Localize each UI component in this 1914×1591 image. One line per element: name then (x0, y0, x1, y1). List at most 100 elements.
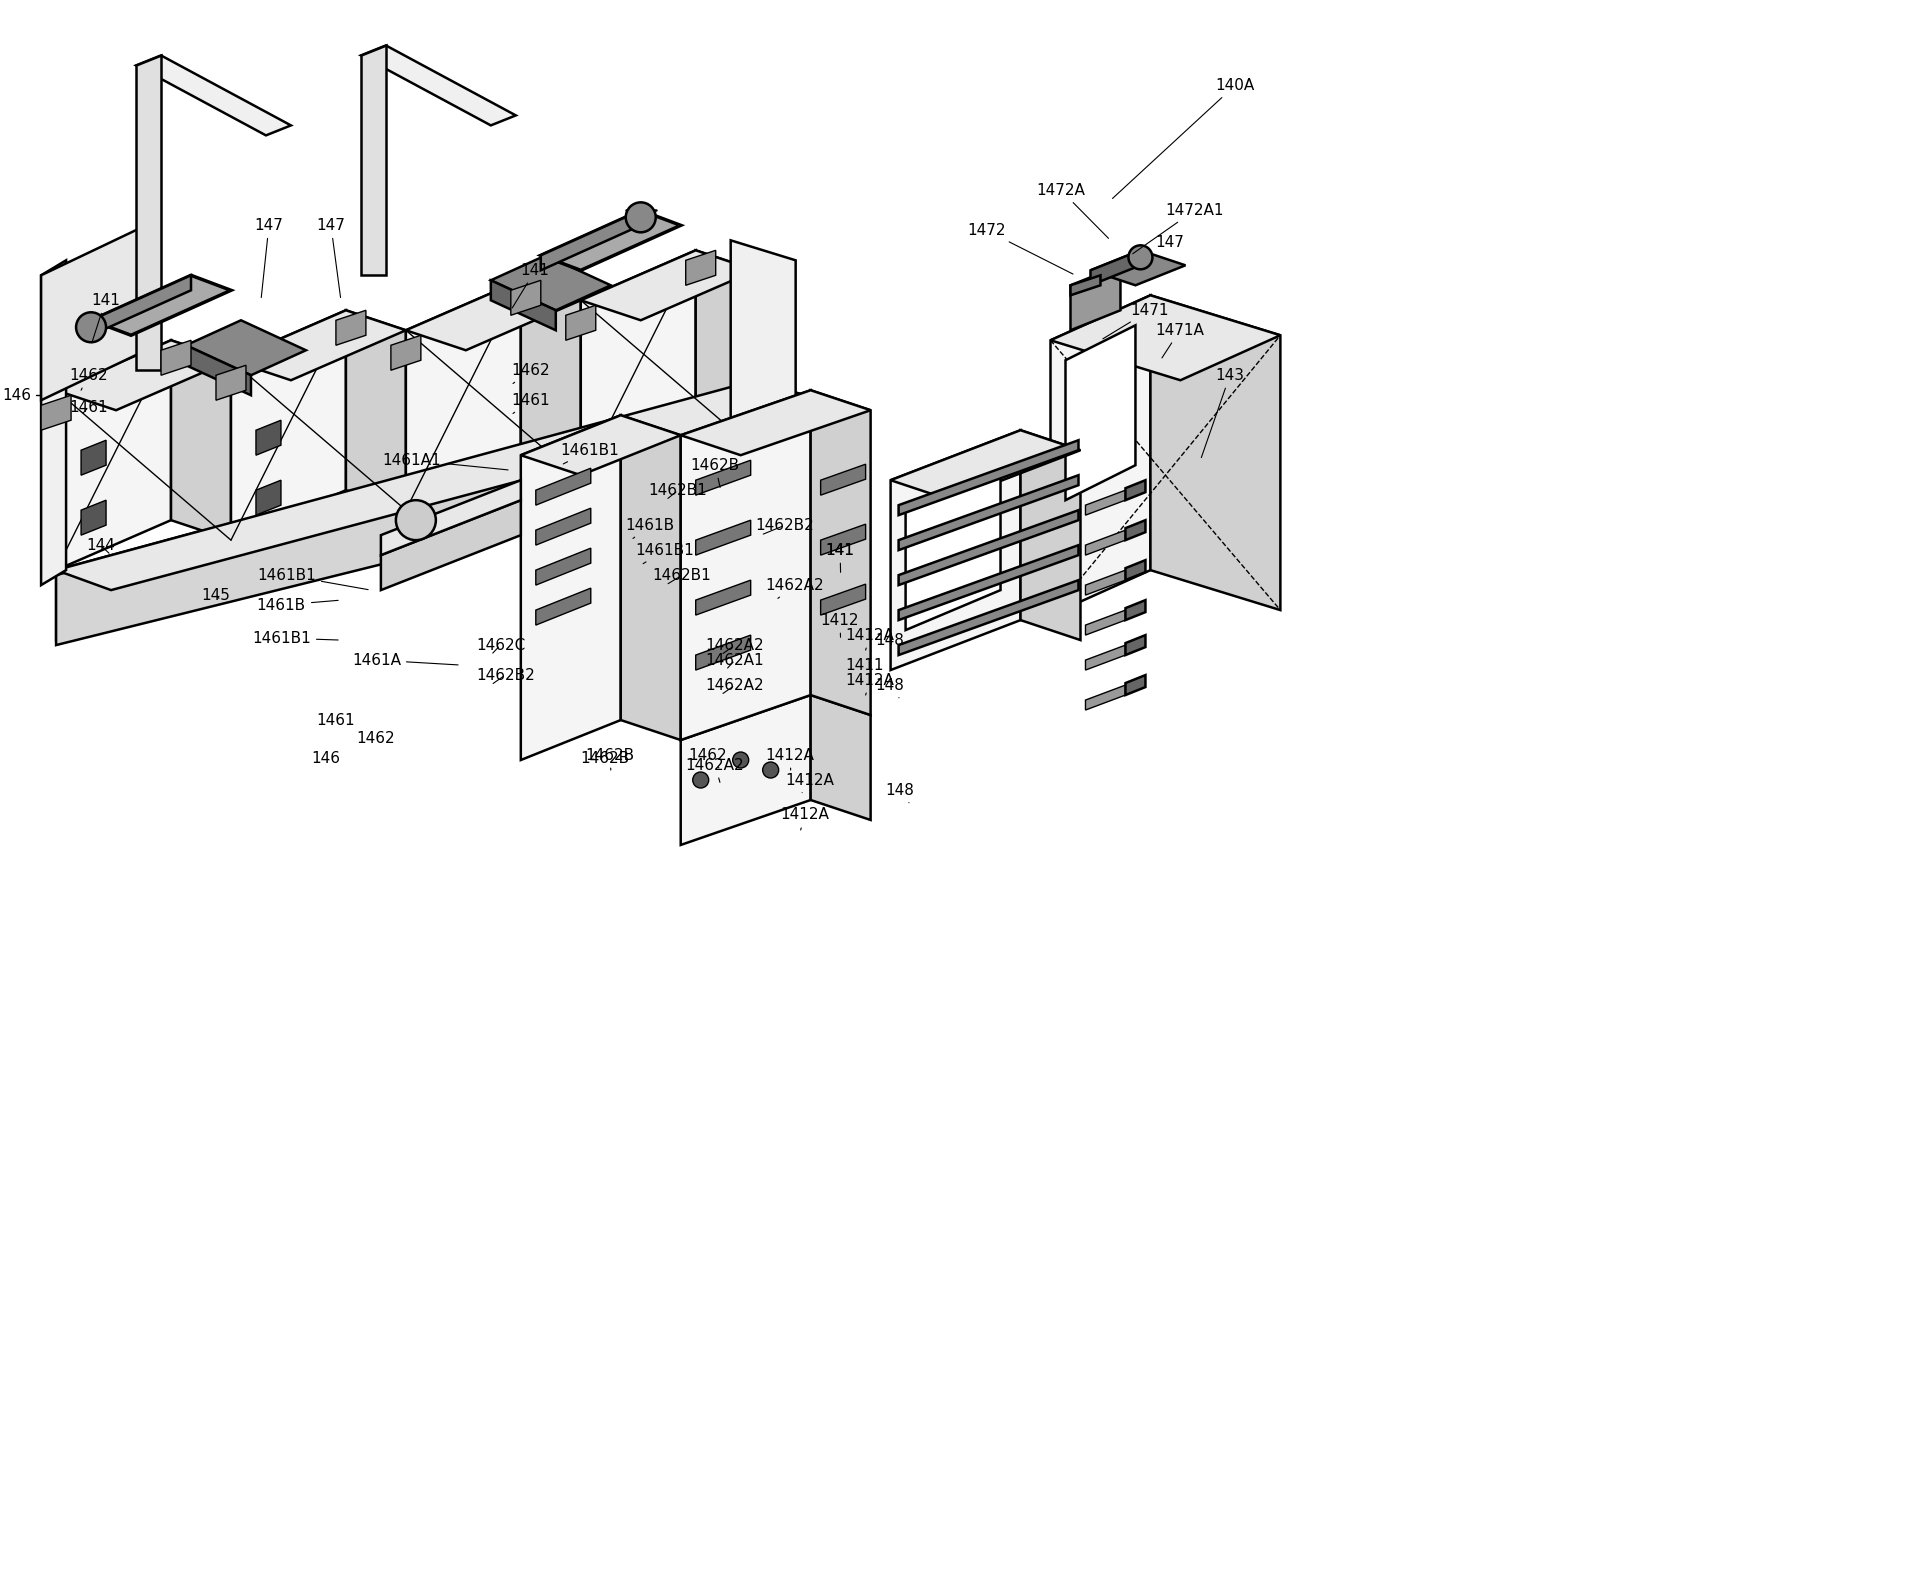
Text: 1472A1: 1472A1 (1133, 202, 1223, 253)
Polygon shape (681, 695, 812, 845)
Polygon shape (821, 523, 865, 555)
Polygon shape (337, 310, 366, 345)
Text: 1412A: 1412A (781, 808, 829, 831)
Text: 1461B1: 1461B1 (635, 543, 695, 563)
Polygon shape (1070, 266, 1120, 331)
Text: 1412A: 1412A (785, 773, 835, 792)
Polygon shape (536, 508, 591, 546)
Polygon shape (1051, 296, 1150, 616)
Polygon shape (1125, 675, 1145, 695)
Text: 147: 147 (1156, 235, 1185, 250)
Polygon shape (536, 589, 591, 625)
Polygon shape (40, 261, 67, 585)
Text: 1471: 1471 (1102, 302, 1169, 339)
Polygon shape (898, 441, 1078, 515)
Text: 143: 143 (1202, 368, 1244, 458)
Polygon shape (80, 500, 105, 535)
Text: 1462B2: 1462B2 (477, 668, 534, 684)
Polygon shape (406, 280, 580, 350)
Text: 141: 141 (92, 293, 121, 342)
Text: 1462B1: 1462B1 (653, 568, 712, 584)
Polygon shape (681, 390, 871, 455)
Polygon shape (1085, 644, 1125, 670)
Polygon shape (56, 340, 170, 570)
Polygon shape (1091, 250, 1185, 285)
Text: 1412A: 1412A (846, 627, 894, 651)
Polygon shape (1066, 325, 1135, 500)
Polygon shape (256, 480, 281, 515)
Text: 141: 141 (513, 263, 549, 309)
Polygon shape (56, 380, 821, 590)
Polygon shape (905, 471, 1001, 630)
Text: 1461B1: 1461B1 (256, 568, 367, 590)
Polygon shape (161, 340, 191, 375)
Polygon shape (40, 226, 145, 401)
Polygon shape (1070, 275, 1101, 296)
Polygon shape (92, 275, 191, 336)
Text: 1461B: 1461B (256, 598, 339, 613)
Polygon shape (898, 546, 1078, 620)
Polygon shape (1085, 686, 1125, 710)
Polygon shape (136, 56, 161, 371)
Polygon shape (1125, 600, 1145, 620)
Polygon shape (521, 415, 681, 476)
Polygon shape (695, 250, 756, 450)
Polygon shape (890, 430, 1020, 670)
Polygon shape (542, 210, 681, 270)
Polygon shape (362, 46, 387, 275)
Text: 141: 141 (825, 543, 854, 573)
Text: 148: 148 (886, 783, 915, 803)
Polygon shape (390, 336, 421, 371)
Polygon shape (620, 415, 681, 740)
Polygon shape (1091, 250, 1141, 285)
Text: 147: 147 (255, 218, 283, 298)
Text: 1411: 1411 (846, 657, 884, 679)
Polygon shape (812, 390, 871, 714)
Polygon shape (681, 390, 812, 740)
Text: 1461B1: 1461B1 (561, 442, 620, 465)
Polygon shape (695, 581, 750, 616)
Polygon shape (1125, 560, 1145, 581)
Text: 1461A: 1461A (352, 652, 457, 668)
Text: 1462A1: 1462A1 (706, 652, 764, 668)
Text: 1462B: 1462B (691, 458, 741, 487)
Polygon shape (40, 395, 71, 430)
Circle shape (733, 753, 748, 768)
Text: 1462B: 1462B (580, 751, 630, 765)
Polygon shape (812, 695, 871, 819)
Text: 148: 148 (875, 678, 905, 698)
Text: 1462B: 1462B (586, 748, 635, 770)
Circle shape (626, 202, 657, 232)
Text: 145: 145 (201, 587, 230, 603)
Circle shape (1129, 245, 1152, 269)
Polygon shape (186, 345, 251, 395)
Polygon shape (1125, 635, 1145, 655)
Polygon shape (890, 430, 1081, 500)
Polygon shape (406, 280, 521, 511)
Polygon shape (56, 385, 821, 644)
Text: 1461: 1461 (69, 399, 107, 415)
Text: 1461: 1461 (316, 713, 354, 727)
Polygon shape (580, 250, 695, 480)
Polygon shape (232, 310, 346, 541)
Polygon shape (490, 255, 611, 310)
Text: 1462: 1462 (689, 748, 727, 768)
Polygon shape (1085, 609, 1125, 635)
Polygon shape (521, 280, 580, 480)
Polygon shape (511, 280, 542, 315)
Text: 1461A1: 1461A1 (383, 453, 507, 469)
Polygon shape (1085, 490, 1125, 515)
Polygon shape (567, 305, 595, 340)
Text: 140A: 140A (1112, 78, 1256, 199)
Polygon shape (490, 280, 555, 331)
Polygon shape (821, 465, 865, 495)
Text: 1472A: 1472A (1037, 183, 1108, 239)
Text: 1462: 1462 (356, 730, 394, 746)
Polygon shape (256, 420, 281, 455)
Polygon shape (80, 441, 105, 476)
Text: 1462A2: 1462A2 (706, 678, 764, 694)
Polygon shape (685, 250, 716, 285)
Polygon shape (170, 340, 232, 541)
Polygon shape (695, 460, 750, 495)
Polygon shape (136, 56, 291, 135)
